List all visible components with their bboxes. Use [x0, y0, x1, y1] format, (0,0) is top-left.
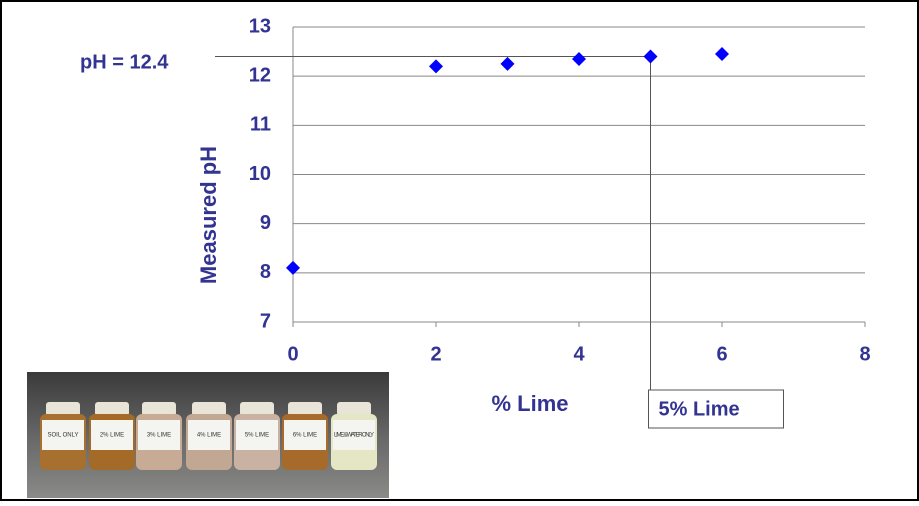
bottle-label — [42, 420, 84, 450]
bottle-label — [91, 420, 133, 450]
point — [286, 260, 300, 275]
point — [429, 59, 443, 74]
point — [572, 51, 586, 66]
bottle-label-text: LIME & WATER ONLY — [334, 433, 374, 439]
y-tick-label: 10 — [249, 163, 271, 185]
bottle-cap — [337, 402, 371, 416]
bottle-label — [333, 420, 375, 450]
bottle-cap — [95, 402, 129, 416]
y-tick-label: 7 — [260, 310, 271, 332]
y-tick-label: 11 — [250, 114, 271, 136]
bottle-label-text: SOIL ONLY — [47, 433, 78, 439]
bottle-label — [284, 420, 326, 450]
x-axis-label: % Lime — [491, 391, 568, 416]
point — [715, 47, 729, 62]
y-tick-label: 8 — [260, 261, 271, 283]
reference-y-label: pH = 12.4 — [80, 51, 169, 73]
bottle-cap — [46, 402, 80, 416]
bottle-cap — [192, 402, 226, 416]
bottle-label — [236, 420, 278, 450]
bottle-cap — [142, 402, 176, 416]
x-tick-label: 4 — [573, 343, 585, 365]
x-tick-label: 2 — [430, 343, 441, 365]
x-tick-label: 6 — [716, 343, 727, 365]
reference-x-label: 5% Lime — [659, 398, 740, 420]
bottle-label — [138, 420, 180, 450]
y-tick-label: 9 — [260, 212, 271, 234]
y-tick-label: 13 — [249, 15, 271, 37]
bottle-label-text: 4% LIME — [197, 433, 221, 439]
bottle-cap — [240, 402, 274, 416]
point — [643, 49, 658, 64]
point — [500, 56, 515, 71]
x-tick-label: 8 — [859, 343, 870, 365]
bottle-cap — [288, 402, 322, 416]
bottle-label-text: 2% LIME — [100, 433, 124, 439]
bottle-label-text: 5% LIME — [245, 433, 269, 439]
reference-x-box — [648, 389, 784, 429]
bottle-label — [188, 420, 230, 450]
bottle-label-text: 6% LIME — [293, 433, 317, 439]
bottle-label-text: 3% LIME — [147, 433, 171, 439]
y-tick-label: 12 — [249, 64, 271, 86]
inset-photo: SOIL ONLY 2% LIME 3% LIME 4% LIME 5% LIME 6% … — [27, 372, 389, 498]
x-tick-label: 0 — [287, 343, 298, 365]
y-axis-label: Measured pH — [196, 146, 221, 284]
